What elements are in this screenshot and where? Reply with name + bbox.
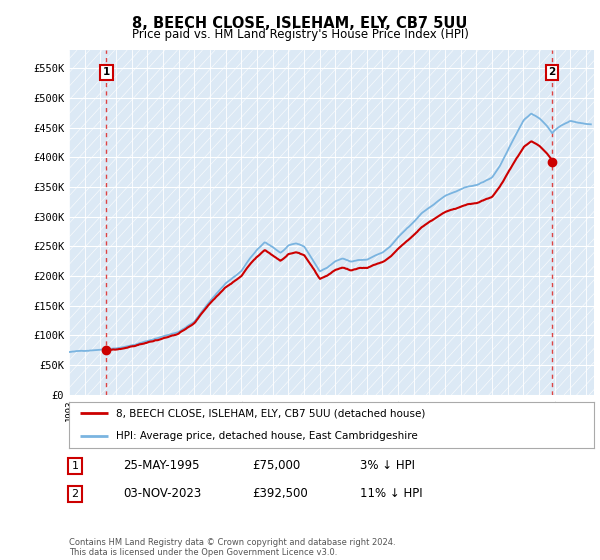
Text: 25-MAY-1995: 25-MAY-1995 — [123, 459, 199, 473]
Text: Contains HM Land Registry data © Crown copyright and database right 2024.
This d: Contains HM Land Registry data © Crown c… — [69, 538, 395, 557]
Text: 2: 2 — [548, 67, 556, 77]
Text: £392,500: £392,500 — [252, 487, 308, 501]
Text: 11% ↓ HPI: 11% ↓ HPI — [360, 487, 422, 501]
Text: 03-NOV-2023: 03-NOV-2023 — [123, 487, 201, 501]
Text: 1: 1 — [71, 461, 79, 471]
Text: Price paid vs. HM Land Registry's House Price Index (HPI): Price paid vs. HM Land Registry's House … — [131, 28, 469, 41]
Text: 3% ↓ HPI: 3% ↓ HPI — [360, 459, 415, 473]
Text: 8, BEECH CLOSE, ISLEHAM, ELY, CB7 5UU: 8, BEECH CLOSE, ISLEHAM, ELY, CB7 5UU — [133, 16, 467, 31]
Text: 1: 1 — [103, 67, 110, 77]
Text: 2: 2 — [71, 489, 79, 499]
Text: HPI: Average price, detached house, East Cambridgeshire: HPI: Average price, detached house, East… — [116, 431, 418, 441]
Text: £75,000: £75,000 — [252, 459, 300, 473]
Text: 8, BEECH CLOSE, ISLEHAM, ELY, CB7 5UU (detached house): 8, BEECH CLOSE, ISLEHAM, ELY, CB7 5UU (d… — [116, 408, 425, 418]
